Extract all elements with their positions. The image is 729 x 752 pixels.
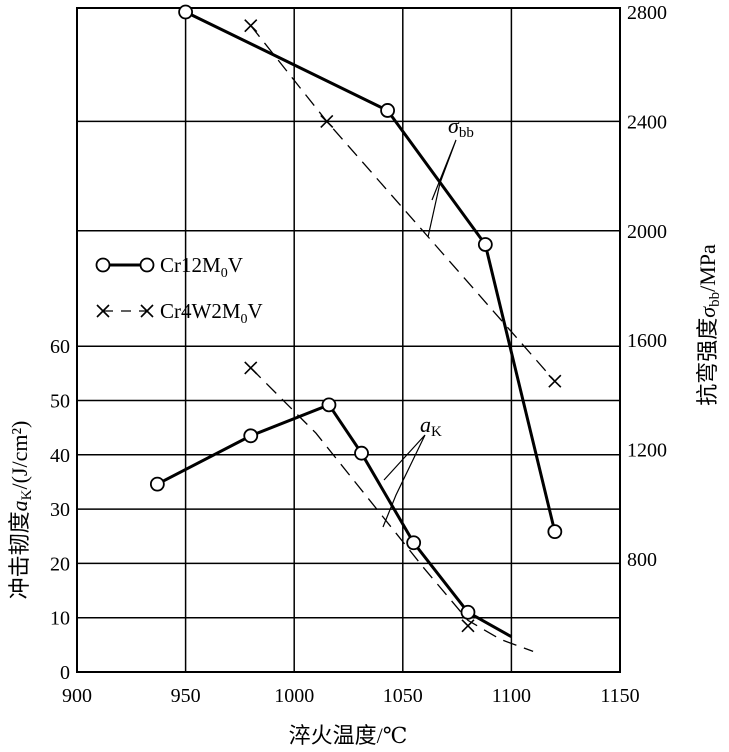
x-tick-label: 1100 [492,685,531,707]
data-point-circle [139,257,155,273]
x-axis-title: 淬火温度/℃ [289,723,408,748]
y-right-tick-label: 1600 [627,330,667,352]
x-tick-label: 1150 [600,685,639,707]
data-point-circle [243,428,259,444]
x-tick-label: 900 [62,685,92,707]
y-left-axis-title: 冲击韧度aK/(J/cm²) [7,421,35,600]
y-right-title-sub: bb [707,292,723,307]
annotation-leader-ak [382,434,426,528]
annotation-sigma-bb: σbb [448,113,474,141]
y-left-tick-label: 40 [50,445,70,467]
x-tick-label: 950 [171,685,201,707]
y-right-title-unit: /MPa [695,244,720,292]
series-line [156,402,513,639]
series-line [250,367,534,653]
annotation-sub: bb [459,125,474,141]
y-right-title-prefix: 抗弯强度 [695,318,720,406]
y-right-title-symbol: σ [695,306,720,318]
y-left-tick-label: 10 [50,608,70,630]
data-point-circle [380,103,395,118]
y-left-tick-label: 30 [50,499,70,521]
y-left-tick-label: 0 [60,662,70,684]
y-left-title-sub: K [19,489,35,500]
data-point-circle [321,397,337,413]
annotation-symbol: σ [448,113,460,138]
y-left-title-prefix: 冲击韧度 [7,511,32,599]
x-tick-label: 1050 [383,685,423,707]
data-point-cross [461,619,475,633]
legend-label: Cr12M0V [160,253,243,281]
y-right-tick-label: 2800 [627,2,667,24]
y-right-tick-label: 2400 [627,111,667,133]
y-left-tick-label: 50 [50,391,70,413]
annotation-symbol: a [420,412,431,437]
series-line [184,10,557,533]
data-point-cross [140,304,154,318]
annotation-sub: K [431,424,442,440]
data-point-cross [320,114,334,128]
data-point-cross [244,361,258,375]
data-point-circle [547,524,563,540]
data-point-cross [548,374,562,388]
annotation-ak: aK [420,412,442,440]
y-right-axis-title: 抗弯强度σbb/MPa [695,244,723,406]
data-point-circle [406,535,422,551]
plot-frame [76,7,621,673]
y-right-tick-label: 2000 [627,221,667,243]
data-point-circle [354,445,369,461]
legend-label-tail: V [248,299,263,323]
data-point-cross [96,304,110,318]
x-tick-label: 1000 [274,685,314,707]
legend-label-base: Cr12M [160,253,221,277]
legend-label-base: Cr4W2M [160,299,241,323]
data-point-circle [149,476,165,492]
legend-label: Cr4W2M0V [160,299,263,327]
y-left-title-symbol: a [7,500,32,511]
y-left-tick-label: 20 [50,553,70,575]
legend-label-sub: 0 [241,312,248,327]
annotation-leader-sigma [427,139,457,238]
y-right-tick-label: 1200 [627,440,667,462]
y-left-title-unit: /(J/cm²) [7,421,32,490]
data-point-circle [477,237,493,252]
legend-label-tail: V [228,253,243,277]
y-left-tick-label: 60 [50,336,70,358]
data-point-circle [95,257,111,273]
y-right-tick-label: 800 [627,549,657,571]
data-point-cross [244,19,258,33]
data-point-circle [460,604,476,620]
data-point-circle [178,4,194,20]
legend-label-sub: 0 [221,266,228,281]
